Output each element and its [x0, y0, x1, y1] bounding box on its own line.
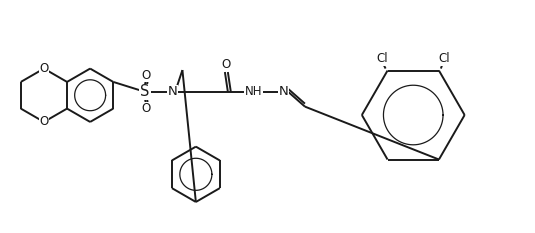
Text: O: O	[39, 115, 49, 128]
Text: O: O	[221, 58, 231, 71]
Text: Cl: Cl	[377, 52, 388, 65]
Text: O: O	[39, 62, 49, 75]
Text: N: N	[278, 85, 288, 98]
Text: N: N	[167, 85, 178, 98]
Text: O: O	[141, 69, 150, 82]
Text: NH: NH	[245, 85, 262, 98]
Text: Cl: Cl	[438, 52, 450, 65]
Text: O: O	[141, 102, 150, 115]
Text: S: S	[140, 84, 150, 99]
